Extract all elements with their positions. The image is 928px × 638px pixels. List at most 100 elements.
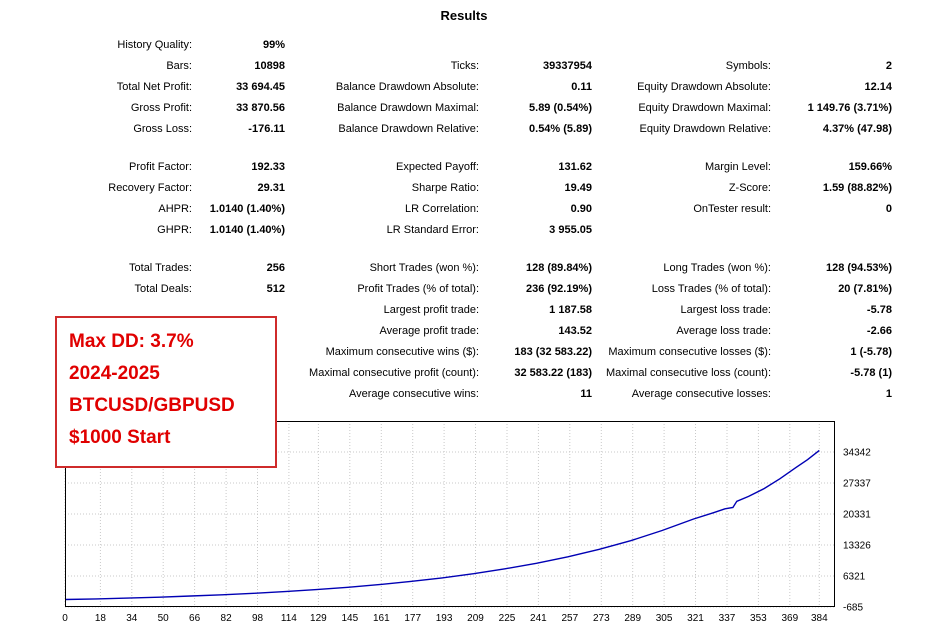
stat-value: 12.14 bbox=[864, 80, 892, 93]
stat-value: 183 (32 583.22) bbox=[514, 345, 592, 358]
svg-text:353: 353 bbox=[750, 613, 767, 624]
stat-label: Balance Drawdown Absolute: bbox=[335, 80, 479, 93]
equity-chart-svg: 0 18 34 50 66 82 98 114 129 145 161 177 193 209 225 241… bbox=[62, 421, 871, 624]
stat-value: 512 bbox=[266, 282, 285, 295]
stat-value: 19.49 bbox=[564, 181, 592, 194]
svg-text:13326: 13326 bbox=[843, 541, 871, 552]
svg-text:-685: -685 bbox=[843, 603, 863, 614]
stat-value: 11 bbox=[580, 387, 592, 400]
svg-text:193: 193 bbox=[436, 613, 453, 624]
svg-text:82: 82 bbox=[221, 613, 233, 624]
stat-label: Profit Trades (% of total): bbox=[357, 282, 479, 295]
stats-row: Profit Factor: 192.33 Expected Payoff: 131.… bbox=[0, 156, 892, 177]
stat-value: 4.37% (47.98) bbox=[822, 122, 892, 135]
stat-label: Sharpe Ratio: bbox=[411, 181, 479, 194]
stat-label: Expected Payoff: bbox=[396, 160, 479, 173]
svg-text:305: 305 bbox=[656, 613, 673, 624]
stats-row: GHPR: 1.0140 (1.40%) LR Standard Error: 3 9… bbox=[0, 219, 892, 240]
stat-value: 1.0140 (1.40%) bbox=[209, 202, 285, 215]
page-title: Results bbox=[440, 8, 488, 23]
annotation-line: Max DD: 3.7% bbox=[69, 331, 194, 352]
stats-row: Gross Profit: 33 870.56 Balance Drawdown M… bbox=[0, 97, 892, 118]
stat-label: LR Correlation: bbox=[405, 202, 479, 215]
stat-label: Total Trades: bbox=[129, 261, 192, 274]
svg-text:177: 177 bbox=[404, 613, 421, 624]
stat-label: Maximal consecutive profit (count): bbox=[309, 366, 479, 379]
annotation-box: Max DD: 3.7% 2024-2025 BTCUSD/GBPUSD $10… bbox=[55, 316, 277, 468]
stat-label: Equity Drawdown Maximal: bbox=[638, 101, 771, 114]
svg-text:161: 161 bbox=[373, 613, 390, 624]
stats-row: Largest profit trade: 1 187.58 Largest los… bbox=[0, 299, 892, 320]
stats-row: Average profit trade: 143.52 Average loss … bbox=[0, 320, 892, 341]
stat-value: 0.11 bbox=[571, 80, 592, 93]
stat-label: GHPR: bbox=[157, 223, 192, 236]
stats-row: Average consecutive wins: 11 Average conse… bbox=[0, 383, 892, 404]
annotation-line: 2024-2025 bbox=[69, 363, 160, 384]
stat-value: 143.52 bbox=[558, 324, 592, 337]
stat-label: Largest profit trade: bbox=[383, 303, 479, 316]
stat-label: Maximal consecutive loss (count): bbox=[605, 366, 771, 379]
stat-value: 236 (92.19%) bbox=[525, 282, 592, 295]
stat-value: 0.90 bbox=[570, 202, 592, 215]
stat-label: Average loss trade: bbox=[676, 324, 771, 337]
stat-label: Short Trades (won %): bbox=[369, 261, 479, 274]
stat-value: -5.78 bbox=[866, 303, 892, 316]
stat-value: 33 694.45 bbox=[236, 80, 285, 93]
stat-label: Loss Trades (% of total): bbox=[651, 282, 771, 295]
stat-label: Total Deals: bbox=[134, 282, 192, 295]
svg-text:289: 289 bbox=[624, 613, 641, 624]
svg-text:384: 384 bbox=[811, 613, 828, 624]
stat-label: Profit Factor: bbox=[129, 160, 192, 173]
svg-text:129: 129 bbox=[310, 613, 327, 624]
stat-value: 256 bbox=[266, 261, 285, 274]
stat-label: Bars: bbox=[166, 59, 192, 72]
svg-text:20331: 20331 bbox=[843, 510, 871, 521]
stats-row: Maximum consecutive wins ($): 183 (32 583… bbox=[0, 341, 892, 362]
stat-value: 1.0140 (1.40%) bbox=[209, 223, 285, 236]
stat-label: LR Standard Error: bbox=[386, 223, 479, 236]
stat-value: 3 955.05 bbox=[549, 223, 592, 236]
stat-value: -5.78 (1) bbox=[850, 366, 892, 379]
svg-text:257: 257 bbox=[561, 613, 578, 624]
svg-text:34: 34 bbox=[126, 613, 138, 624]
stat-value: 192.33 bbox=[251, 160, 285, 173]
annotation-line: BTCUSD/GBPUSD bbox=[69, 395, 235, 416]
svg-text:145: 145 bbox=[341, 613, 358, 624]
svg-text:0: 0 bbox=[62, 613, 68, 624]
svg-text:18: 18 bbox=[95, 613, 107, 624]
svg-text:225: 225 bbox=[499, 613, 516, 624]
stat-value: 1 bbox=[885, 387, 892, 400]
svg-text:66: 66 bbox=[189, 613, 201, 624]
svg-text:241: 241 bbox=[530, 613, 547, 624]
stat-value: 5.89 (0.54%) bbox=[529, 101, 592, 114]
stat-value: 131.62 bbox=[558, 160, 592, 173]
svg-text:98: 98 bbox=[252, 613, 264, 624]
stat-value: 2 bbox=[885, 59, 892, 72]
stat-value: 1 (-5.78) bbox=[850, 345, 892, 358]
stat-label: Balance Drawdown Maximal: bbox=[337, 101, 479, 114]
stat-label: Maximum consecutive losses ($): bbox=[608, 345, 771, 358]
stat-label: Margin Level: bbox=[704, 160, 771, 173]
stat-label: OnTester result: bbox=[693, 202, 771, 215]
stat-label: Average consecutive losses: bbox=[631, 387, 771, 400]
stats-row: Bars: 10898 Ticks: 39337954 Symbols: 2 bbox=[0, 55, 892, 76]
stat-label: Equity Drawdown Absolute: bbox=[637, 80, 771, 93]
svg-text:337: 337 bbox=[719, 613, 736, 624]
stat-label: Equity Drawdown Relative: bbox=[639, 122, 771, 135]
stat-value: 128 (89.84%) bbox=[525, 261, 592, 274]
stat-label: Gross Profit: bbox=[130, 101, 192, 114]
stat-label: Total Net Profit: bbox=[116, 80, 192, 93]
stat-value: -176.11 bbox=[248, 122, 285, 135]
stat-value: 0.54% (5.89) bbox=[529, 122, 592, 135]
stat-value: 99% bbox=[262, 38, 285, 51]
stats-row bbox=[0, 139, 892, 156]
stat-value: 20 (7.81%) bbox=[838, 282, 892, 295]
stat-label: Balance Drawdown Relative: bbox=[338, 122, 479, 135]
stat-value: 32 583.22 (183) bbox=[514, 366, 592, 379]
svg-text:50: 50 bbox=[158, 613, 170, 624]
svg-text:209: 209 bbox=[467, 613, 484, 624]
stats-row: History Quality: 99% bbox=[0, 34, 892, 55]
stats-table: History Quality: 99% Bars: 10898 Ticks: 39337… bbox=[0, 34, 892, 404]
stats-row: AHPR: 1.0140 (1.40%) LR Correlation: 0.90 On… bbox=[0, 198, 892, 219]
